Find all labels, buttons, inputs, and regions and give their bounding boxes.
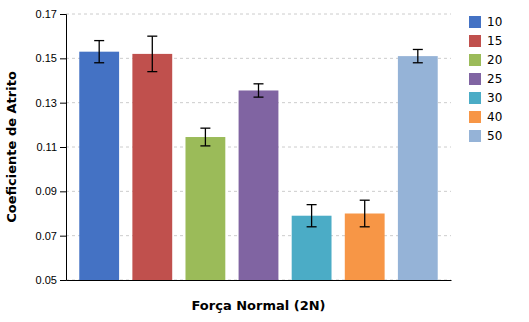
axis-line bbox=[60, 15, 67, 281]
legend-item: 25 bbox=[469, 72, 502, 86]
tick-label: 0.11 bbox=[36, 141, 57, 153]
tick: 0.15 bbox=[36, 52, 66, 64]
legend-swatch bbox=[469, 35, 481, 47]
x-axis-title: Força Normal (2N) bbox=[191, 298, 325, 313]
legend-label: 20 bbox=[487, 53, 502, 67]
error-cap bbox=[254, 83, 264, 84]
tick: 0.11 bbox=[36, 141, 66, 153]
tick-mark bbox=[60, 236, 66, 237]
legend-item: 30 bbox=[469, 91, 502, 105]
marks bbox=[79, 36, 437, 280]
grid-line bbox=[66, 14, 451, 15]
error-line bbox=[99, 41, 100, 63]
error-line bbox=[311, 205, 312, 227]
error-bar bbox=[200, 128, 210, 146]
tick-mark bbox=[60, 58, 66, 59]
legend-label: 30 bbox=[487, 91, 502, 105]
error-cap bbox=[413, 49, 423, 50]
legend-swatch bbox=[469, 130, 481, 142]
tick: 0.13 bbox=[36, 97, 66, 109]
chart: 0.05 0.07 0.09 0.11 0.13 0.15 0.17 Força Normal… bbox=[0, 0, 529, 322]
error-cap bbox=[307, 226, 317, 227]
tick-mark bbox=[60, 103, 66, 104]
error-bar bbox=[147, 36, 157, 71]
legend-label: 10 bbox=[487, 15, 502, 29]
legend-swatch bbox=[469, 111, 481, 123]
tick: 0.07 bbox=[36, 230, 66, 242]
error-cap bbox=[254, 96, 264, 97]
bar bbox=[185, 137, 225, 280]
error-line bbox=[152, 36, 153, 71]
legend-swatch bbox=[469, 16, 481, 28]
error-cap bbox=[94, 40, 104, 41]
tick-label: 0.09 bbox=[36, 185, 57, 197]
error-line bbox=[258, 84, 259, 97]
legend-item: 10 bbox=[469, 15, 502, 29]
error-bar bbox=[94, 41, 104, 63]
error-line bbox=[417, 49, 418, 62]
tick-label: 0.05 bbox=[36, 274, 57, 286]
x-axis bbox=[67, 280, 452, 281]
error-bar bbox=[254, 84, 264, 97]
tick: 0.17 bbox=[36, 8, 66, 20]
legend-item: 20 bbox=[469, 53, 502, 67]
legend-label: 15 bbox=[487, 34, 502, 48]
y-axis-title: Coeficiente de Atrito bbox=[4, 71, 19, 223]
legend-label: 50 bbox=[487, 129, 502, 143]
error-cap bbox=[200, 128, 210, 129]
legend-item: 50 bbox=[469, 129, 502, 143]
error-cap bbox=[94, 62, 104, 63]
legend-item: 15 bbox=[469, 34, 502, 48]
error-cap bbox=[413, 62, 423, 63]
error-bar bbox=[413, 49, 423, 62]
legend-swatch bbox=[469, 92, 481, 104]
bar bbox=[239, 90, 279, 280]
tick-label: 0.15 bbox=[36, 52, 57, 64]
tick-label: 0.17 bbox=[36, 8, 57, 20]
error-bar bbox=[307, 205, 317, 227]
bar bbox=[398, 56, 438, 280]
legend-swatch bbox=[469, 73, 481, 85]
bar bbox=[132, 54, 172, 280]
legend: 10 15 20 25 30 40 50 bbox=[469, 15, 502, 143]
tick: 0.09 bbox=[36, 185, 66, 197]
tick-mark bbox=[60, 191, 66, 192]
plot: 0.05 0.07 0.09 0.11 0.13 0.15 0.17 bbox=[36, 8, 452, 286]
tick-label: 0.13 bbox=[36, 97, 57, 109]
grid bbox=[66, 14, 451, 280]
axis-line bbox=[67, 280, 452, 281]
error-cap bbox=[360, 200, 370, 201]
legend-item: 40 bbox=[469, 110, 502, 124]
error-cap bbox=[147, 36, 157, 37]
tick-mark bbox=[60, 14, 66, 15]
error-cap bbox=[200, 145, 210, 146]
error-cap bbox=[307, 204, 317, 205]
error-bar bbox=[360, 200, 370, 227]
grid-line bbox=[66, 58, 451, 59]
legend-label: 25 bbox=[487, 72, 502, 86]
error-line bbox=[205, 128, 206, 146]
tick-label: 0.07 bbox=[36, 230, 57, 242]
error-cap bbox=[147, 71, 157, 72]
bar bbox=[79, 52, 119, 280]
error-line bbox=[364, 200, 365, 227]
tick-mark bbox=[60, 147, 66, 148]
error-cap bbox=[360, 226, 370, 227]
legend-label: 40 bbox=[487, 110, 502, 124]
legend-swatch bbox=[469, 54, 481, 66]
tick-mark bbox=[60, 280, 66, 281]
tick: 0.05 bbox=[36, 274, 66, 286]
y-axis: 0.05 0.07 0.09 0.11 0.13 0.15 0.17 bbox=[36, 8, 67, 286]
